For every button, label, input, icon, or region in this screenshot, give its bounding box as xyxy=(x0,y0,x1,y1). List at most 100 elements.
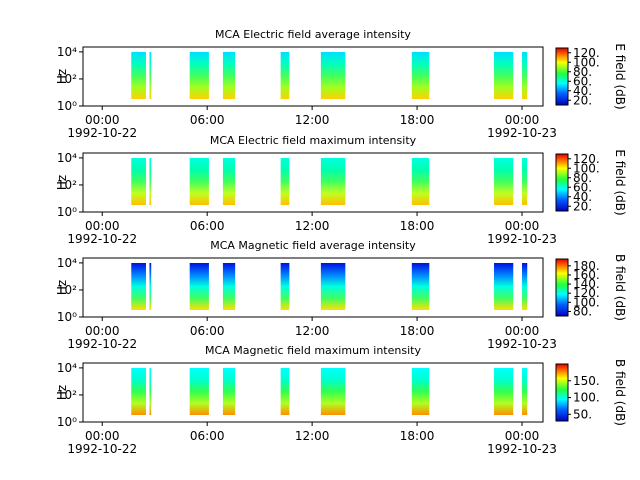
data-block xyxy=(320,263,346,310)
data-block xyxy=(522,158,528,205)
y-tick-label: 10⁰ xyxy=(57,205,77,219)
colorbar xyxy=(555,47,569,106)
colorbar-tick-label: 60. xyxy=(573,180,592,194)
date-label: 1992-10-23 xyxy=(487,232,557,246)
x-tick-label: 00:00 xyxy=(85,113,120,127)
axes-frame xyxy=(82,46,544,107)
axes-frame xyxy=(82,362,544,423)
data-block xyxy=(149,368,152,415)
data-block xyxy=(320,52,346,99)
colorbar xyxy=(555,153,569,212)
colorbar-label: E field (dB) xyxy=(613,43,627,109)
x-tick-label: 00:00 xyxy=(505,429,540,443)
x-tick-label: 12:00 xyxy=(295,324,330,338)
data-block xyxy=(189,158,209,205)
data-block xyxy=(494,158,514,205)
x-tick-label: 06:00 xyxy=(190,219,225,233)
data-block xyxy=(411,52,430,99)
x-tick-label: 12:00 xyxy=(295,429,330,443)
colorbar-tick-label: 150. xyxy=(573,374,600,388)
data-block xyxy=(522,263,528,310)
x-tick-label: 00:00 xyxy=(85,429,120,443)
colorbar-label: B field (dB) xyxy=(613,359,627,426)
data-block xyxy=(189,263,209,310)
axes-frame xyxy=(82,257,544,318)
data-block xyxy=(189,52,209,99)
x-tick-label: 06:00 xyxy=(190,324,225,338)
colorbar-tick-label: 80. xyxy=(573,65,592,79)
colorbar-tick-label: 20. xyxy=(573,199,592,213)
x-tick-label: 00:00 xyxy=(505,324,540,338)
colorbar-label: B field (dB) xyxy=(613,254,627,321)
data-block xyxy=(131,52,146,99)
colorbar-tick-label: 100. xyxy=(573,161,600,175)
x-tick-label: 00:00 xyxy=(505,113,540,127)
data-block xyxy=(522,52,528,99)
data-block xyxy=(411,368,430,415)
date-label: 1992-10-23 xyxy=(487,337,557,351)
date-label: 1992-10-23 xyxy=(487,126,557,140)
data-block xyxy=(494,368,514,415)
chart-title: MCA Magnetic field maximum intensity xyxy=(205,344,421,357)
data-block xyxy=(280,158,290,205)
date-label: 1992-10-22 xyxy=(67,126,137,140)
data-block xyxy=(131,158,146,205)
colorbar-tick-label: 120. xyxy=(573,152,600,166)
data-block xyxy=(149,52,152,99)
axes-frame xyxy=(82,152,544,213)
colorbar-tick-label: 140. xyxy=(573,277,600,291)
y-tick-label: 10⁴ xyxy=(57,361,77,375)
data-block xyxy=(222,368,236,415)
x-tick-label: 00:00 xyxy=(85,324,120,338)
colorbar xyxy=(555,258,569,317)
colorbar-tick-label: 80. xyxy=(573,171,592,185)
y-axis-label: Hz xyxy=(55,385,69,400)
data-block xyxy=(222,263,236,310)
data-block xyxy=(320,368,346,415)
colorbar-label: E field (dB) xyxy=(613,149,627,215)
y-tick-label: 10² xyxy=(57,178,77,192)
data-block xyxy=(131,368,146,415)
y-tick-label: 10⁰ xyxy=(57,415,77,429)
data-block xyxy=(149,158,152,205)
chart-title: MCA Electric field average intensity xyxy=(215,28,411,41)
x-tick-label: 06:00 xyxy=(190,429,225,443)
y-tick-label: 10⁴ xyxy=(57,256,77,270)
colorbar-tick-label: 120. xyxy=(573,46,600,60)
colorbar-tick-label: 40. xyxy=(573,190,592,204)
colorbar-tick-label: 80. xyxy=(573,304,592,318)
data-block xyxy=(222,52,236,99)
colorbar-tick-label: 100. xyxy=(573,55,600,69)
y-axis-label: Hz xyxy=(55,280,69,295)
x-tick-label: 00:00 xyxy=(505,219,540,233)
chart-title: MCA Magnetic field average intensity xyxy=(210,239,416,252)
date-label: 1992-10-22 xyxy=(67,442,137,456)
y-axis-label: Hz xyxy=(55,175,69,190)
colorbar xyxy=(555,363,569,422)
data-block xyxy=(522,368,528,415)
chart-title: MCA Electric field maximum intensity xyxy=(210,134,417,147)
colorbar-tick-label: 120. xyxy=(573,286,600,300)
date-label: 1992-10-22 xyxy=(67,337,137,351)
colorbar-tick-label: 180. xyxy=(573,259,600,273)
colorbar-tick-label: 50. xyxy=(573,407,592,421)
y-tick-label: 10² xyxy=(57,72,77,86)
y-tick-label: 10⁰ xyxy=(57,99,77,113)
x-tick-label: 12:00 xyxy=(295,113,330,127)
y-tick-label: 10² xyxy=(57,283,77,297)
y-tick-label: 10⁴ xyxy=(57,45,77,59)
date-label: 1992-10-23 xyxy=(487,442,557,456)
x-tick-label: 06:00 xyxy=(190,113,225,127)
data-block xyxy=(189,368,209,415)
data-block xyxy=(494,52,514,99)
colorbar-tick-label: 160. xyxy=(573,268,600,282)
colorbar-tick-label: 60. xyxy=(573,74,592,88)
data-block xyxy=(411,263,430,310)
x-tick-label: 00:00 xyxy=(85,219,120,233)
y-axis-label: Hz xyxy=(55,69,69,84)
colorbar-tick-label: 100. xyxy=(573,295,600,309)
colorbar-tick-label: 40. xyxy=(573,84,592,98)
data-block xyxy=(222,158,236,205)
x-tick-label: 18:00 xyxy=(400,219,435,233)
